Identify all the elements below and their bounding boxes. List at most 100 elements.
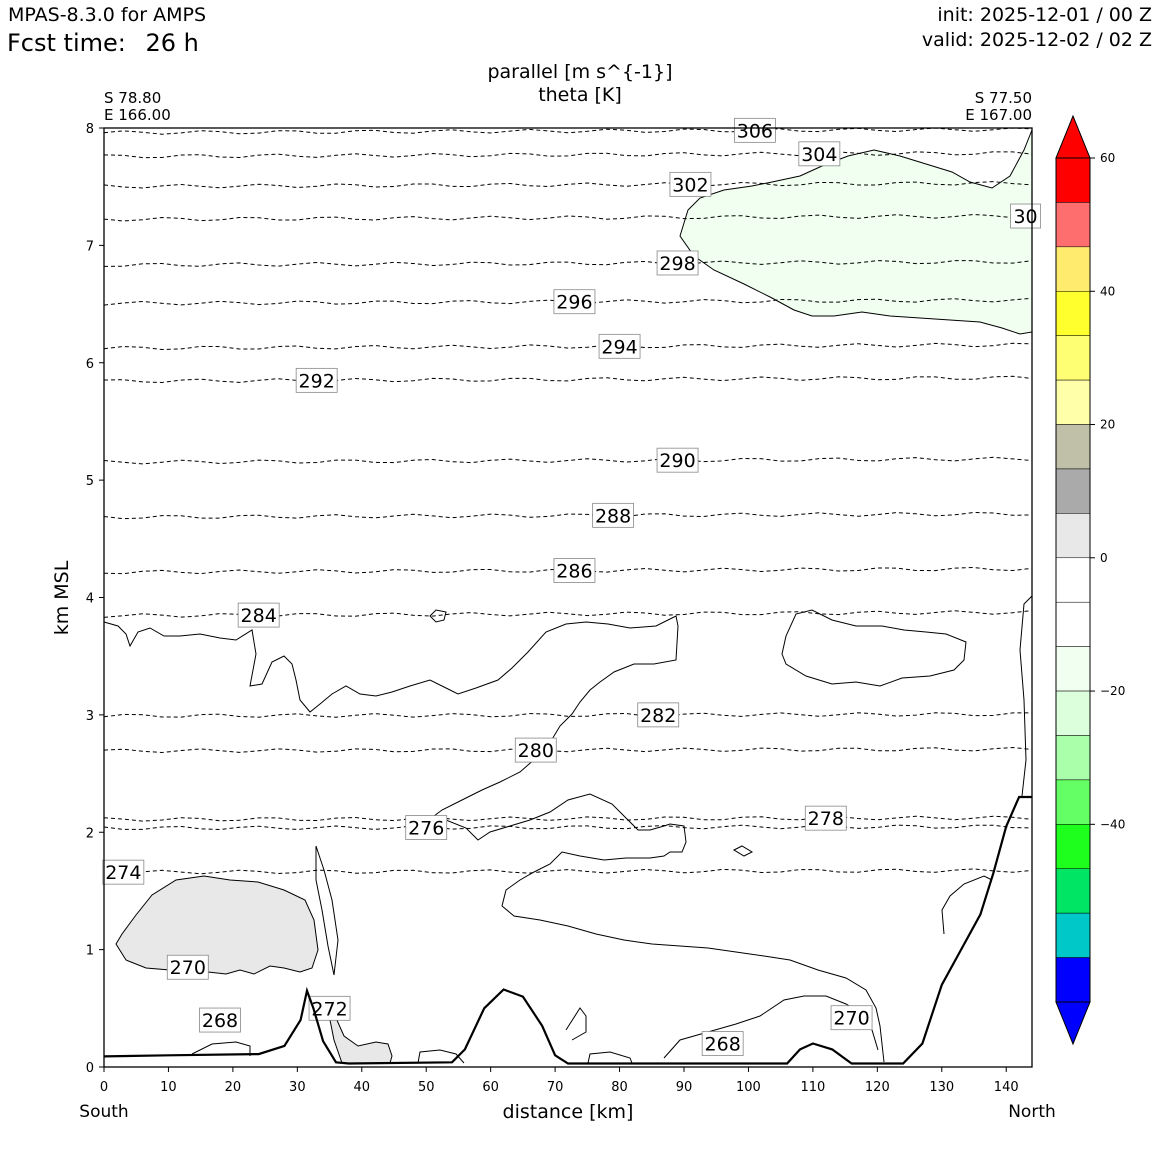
x-tick-label: 0 (100, 1080, 108, 1095)
colorbar-segment (1055, 557, 1091, 603)
theta-label-text: 284 (241, 605, 277, 627)
theta-label-box (804, 805, 847, 831)
theta-label-text: 30 (1013, 206, 1037, 228)
y-tick-label: 6 (86, 357, 94, 372)
theta-label-box (514, 737, 557, 763)
theta-label: 292 (295, 367, 338, 393)
colorbar-segment (1055, 468, 1091, 514)
theta-label-box (1010, 203, 1041, 229)
colorbar-segment (1055, 379, 1091, 425)
theta-label-box (102, 859, 145, 885)
y-tick-label: 4 (86, 592, 94, 607)
theta-label-text: 282 (640, 705, 676, 727)
x-tick-label: 80 (611, 1080, 628, 1095)
colorbar-tick-label: 40 (1100, 284, 1115, 298)
negative-wind-fill-upper (679, 129, 1033, 335)
zero-contour-lens (429, 609, 447, 623)
theta-label: 276 (405, 815, 448, 840)
theta-label-text: 286 (556, 561, 592, 583)
forecast-time-value: 26 h (145, 29, 199, 57)
x-tick-label: 110 (800, 1080, 825, 1095)
theta-label-text: 294 (601, 336, 637, 358)
theta-line (103, 815, 1033, 822)
chart-title-line2: theta [K] (538, 84, 622, 106)
colorbar-segment (1055, 824, 1091, 869)
positive-wind-fill-valley (325, 999, 393, 1064)
colorbar-segment (1055, 735, 1091, 781)
y-tick-label: 0 (86, 1061, 94, 1076)
zero-contour-right-slope (1019, 595, 1033, 797)
theta-label-box (199, 1007, 241, 1033)
south-label: South (79, 1102, 128, 1122)
north-label: North (1008, 1102, 1056, 1122)
colorbar-segment (1055, 246, 1091, 292)
theta-label-box (405, 815, 448, 840)
theta-label-box (592, 502, 635, 528)
zero-contour-right-low (941, 875, 993, 935)
theta-label: 288 (592, 502, 635, 528)
y-tick-label: 2 (86, 826, 94, 841)
theta-line (103, 868, 1033, 875)
theta-label: 30 (1010, 203, 1041, 229)
theta-line (103, 456, 1033, 465)
x-tick-label: 30 (289, 1080, 306, 1095)
theta-label: 268 (701, 1031, 744, 1056)
theta-label: 268 (199, 1007, 241, 1033)
theta-label-box (553, 289, 596, 315)
theta-label: 270 (830, 1005, 873, 1031)
theta-line (103, 213, 1033, 222)
colorbar-tick-label: 20 (1100, 418, 1115, 432)
theta-label-box (669, 171, 712, 197)
colorbar-segment (1055, 690, 1091, 736)
theta-line (103, 824, 1033, 831)
theta-line (103, 746, 1033, 754)
y-tick-label: 3 (86, 709, 94, 724)
colorbar-segment (1055, 335, 1091, 381)
theta-label-box (295, 367, 338, 393)
colorbar-tick-label: −20 (1100, 684, 1125, 698)
theta-label-text: 268 (705, 1034, 741, 1056)
forecast-time: Fcst time: 26 h (7, 29, 199, 57)
colorbar-frame (1055, 157, 1091, 1003)
theta-label-text: 304 (801, 144, 837, 166)
colorbar-segment (1055, 912, 1091, 958)
colorbar-segment (1055, 202, 1091, 248)
theta-label-text: 280 (518, 740, 554, 762)
corner-right-lat: S 77.50 (975, 89, 1032, 107)
x-axis-ticks: 0 10 20 30 40 50 60 70 80 90 100 110 120 130 140 (100, 1067, 1019, 1095)
x-tick-label: 130 (929, 1080, 954, 1095)
theta-label-text: 278 (808, 808, 844, 830)
wind-speed-fills (115, 129, 1033, 1064)
zero-contour-jet (315, 845, 339, 976)
theta-line (103, 181, 1033, 189)
forecast-time-label: Fcst time: (7, 29, 126, 57)
theta-label-box (166, 954, 209, 980)
theta-label: 304 (798, 141, 841, 167)
colorbar-segment (1055, 779, 1091, 825)
x-tick-label: 140 (994, 1080, 1019, 1095)
x-tick-label: 70 (547, 1080, 564, 1095)
theta-label-text: 276 (408, 818, 444, 840)
colorbar: 60 40 20 0 −20 −40 (1055, 114, 1125, 1046)
theta-labels: 306 304 302 30 298 296 294 292 290 288 286 284 282 28… (102, 117, 1041, 1056)
theta-label-box (553, 558, 596, 583)
theta-label-text: 288 (595, 505, 631, 527)
theta-line (103, 342, 1033, 351)
y-axis-ticks: 0 1 2 3 4 5 6 7 8 (86, 122, 104, 1076)
zero-contour-upper (103, 615, 679, 823)
colorbar-tick-label: −40 (1100, 817, 1125, 831)
corner-left-lon: E 166.00 (104, 106, 171, 124)
theta-label-text: 270 (833, 1008, 869, 1030)
theta-label-text: 272 (311, 998, 347, 1020)
colorbar-tick-label: 60 (1100, 151, 1115, 165)
zero-contour-near-ground1 (191, 1041, 251, 1056)
theta-label-text: 302 (672, 174, 708, 196)
theta-label-box (701, 1031, 744, 1056)
theta-label-box (656, 250, 699, 276)
theta-label-text: 290 (659, 450, 695, 472)
zero-contour-right-cell (781, 609, 967, 687)
colorbar-segment (1055, 157, 1091, 203)
colorbar-segment (1055, 646, 1091, 692)
zero-contour-near-ground2 (565, 1007, 587, 1041)
